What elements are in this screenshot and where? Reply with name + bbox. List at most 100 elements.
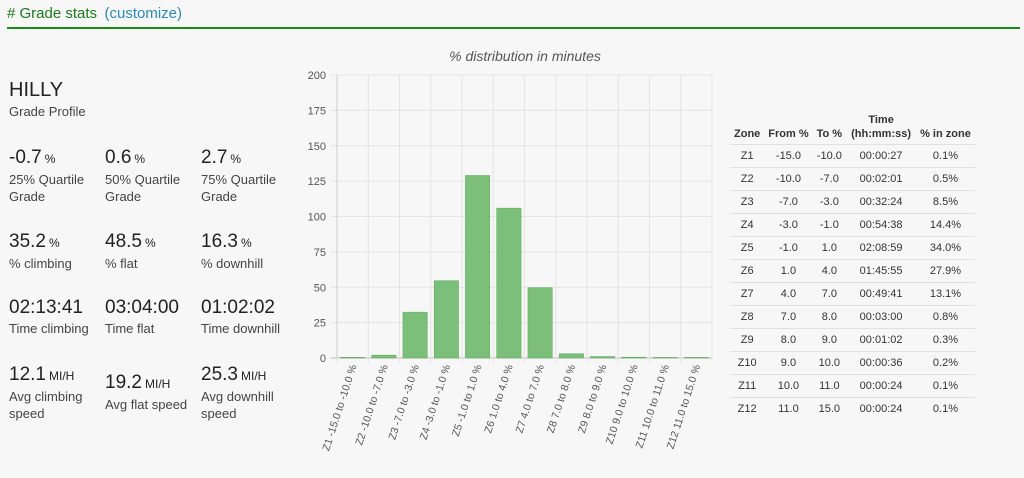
stat-label: Time downhill (201, 321, 280, 336)
stat-pct-climbing: 35.2% % climbing (9, 231, 101, 272)
stat-unit: MI/H (144, 377, 171, 391)
stat-label: 75% Quartile Grade (201, 172, 277, 204)
table-cell: 00:03:00 (846, 305, 917, 329)
x-tick-label: Z11 10.0 to 11.0 % (634, 363, 672, 450)
x-tick-label: Z3 -7.0 to -3.0 % (386, 363, 422, 441)
table-cell: -10.0 (812, 144, 847, 168)
customize-link[interactable]: (customize) (104, 5, 183, 22)
table-cell: 4.0 (812, 259, 847, 283)
stat-value: 16.3 (201, 231, 238, 252)
table-cell: 0.3% (916, 328, 975, 352)
section-header: # Grade stats (customize) (7, 5, 1020, 29)
chart-bar (590, 356, 616, 359)
table-cell: Z9 (730, 328, 765, 352)
stat-value: 19.2 (105, 372, 142, 393)
table-cell: 4.0 (764, 282, 813, 306)
table-cell: 00:32:24 (846, 190, 917, 214)
zone-table-header-cell: To % (812, 110, 847, 145)
chart-title: % distribution in minutes (449, 48, 601, 64)
table-row: Z11 10.0 11.0 00:00:24 0.1% (730, 374, 975, 398)
stat-value: 48.5 (105, 231, 142, 252)
stat-q25: -0.7% 25% Quartile Grade (9, 147, 101, 205)
table-row: Z2 -10.0 -7.0 00:02:01 0.5% (730, 167, 975, 191)
table-cell: Z12 (730, 397, 765, 420)
table-cell: 14.4% (916, 213, 975, 237)
zone-table-header-cell: Time (hh:mm:ss) (846, 110, 917, 145)
stat-unit: % (144, 236, 156, 250)
table-cell: 0.1% (916, 374, 975, 398)
stat-speed-downhill: 25.3 MI/H Avg downhill speed (201, 364, 293, 422)
table-cell: 00:00:27 (846, 144, 917, 168)
stat-unit: % (48, 236, 60, 250)
stat-unit: % (134, 152, 146, 166)
table-cell: 27.9% (916, 259, 975, 283)
x-tick-label: Z10 9.0 to 10.0 % (604, 363, 641, 446)
table-cell: 01:45:55 (846, 259, 917, 283)
table-cell: 8.5% (916, 190, 975, 214)
table-cell: Z10 (730, 351, 765, 375)
table-row: Z10 9.0 10.0 00:00:36 0.2% (730, 351, 975, 375)
table-cell: 15.0 (812, 397, 847, 420)
table-cell: 8.0 (812, 305, 847, 329)
table-row: Z5 -1.0 1.0 02:08:59 34.0% (730, 236, 975, 260)
x-tick-label: Z8 7.0 to 8.0 % (545, 363, 578, 434)
x-tick-label: Z12 11.0 to 15.0 % (665, 363, 704, 450)
table-cell: -7.0 (812, 167, 847, 191)
zone-table-header-cell: From % (764, 110, 813, 145)
table-cell: 0.1% (916, 144, 975, 168)
table-cell: 0.5% (916, 167, 975, 191)
stat-speed-climbing: 12.1 MI/H Avg climbing speed (9, 364, 101, 422)
table-cell: Z2 (730, 167, 765, 191)
table-cell: 0.2% (916, 351, 975, 375)
stat-label: 25% Quartile Grade (9, 172, 85, 204)
stat-value: 02:13:41 (9, 297, 83, 318)
table-cell: 00:00:24 (846, 374, 917, 398)
table-cell: Z8 (730, 305, 765, 329)
x-tick-label: Z2 -10.0 to -7.0 % (353, 363, 390, 447)
chart-bar (683, 357, 709, 359)
stat-label: Time climbing (9, 321, 89, 336)
x-tick-label: Z1 -15.0 to -10.0 % (320, 363, 359, 452)
stat-label: 50% Quartile Grade (105, 172, 181, 204)
table-cell: Z7 (730, 282, 765, 306)
stat-q50: 0.6% 50% Quartile Grade (105, 147, 197, 205)
table-cell: Z1 (730, 144, 765, 168)
stat-pct-flat: 48.5% % flat (105, 231, 197, 272)
table-cell: 9.0 (764, 351, 813, 375)
table-cell: -1.0 (812, 213, 847, 237)
chart-bar (621, 356, 647, 359)
stat-unit: % (44, 152, 56, 166)
table-cell: Z11 (730, 374, 765, 398)
table-cell: 10.0 (812, 351, 847, 375)
y-tick-label: 50 (314, 282, 326, 294)
table-cell: 11.0 (764, 397, 813, 420)
stat-value: 2.7 (201, 147, 228, 168)
stat-label: % flat (105, 256, 138, 271)
chart-bar (527, 287, 553, 359)
table-cell: 00:02:01 (846, 167, 917, 191)
table-cell: 13.1% (916, 282, 975, 306)
table-cell: 7.0 (764, 305, 813, 329)
stat-unit: % (240, 236, 252, 250)
y-tick-label: 175 (308, 105, 326, 117)
stat-unit: % (230, 152, 242, 166)
table-cell: Z6 (730, 259, 765, 283)
table-row: Z8 7.0 8.0 00:03:00 0.8% (730, 305, 975, 329)
x-tick-label: Z9 8.0 to 9.0 % (576, 363, 609, 434)
table-cell: 7.0 (812, 282, 847, 306)
table-cell: 0.1% (916, 397, 975, 420)
table-cell: 0.8% (916, 305, 975, 329)
x-tick-label: Z7 4.0 to 7.0 % (514, 363, 547, 434)
table-cell: 11.0 (812, 374, 847, 398)
stat-time-flat: 03:04:00 Time flat (105, 297, 197, 337)
zone-table-header-cell: Zone (730, 110, 765, 145)
chart-bar (340, 357, 366, 359)
grade-profile-label: Grade Profile (9, 104, 86, 119)
table-cell: Z3 (730, 190, 765, 214)
section-title: # Grade stats (7, 5, 98, 22)
y-tick-label: 75 (314, 247, 326, 259)
x-tick-label: Z5 -1.0 to 1.0 % (450, 363, 485, 438)
y-tick-label: 100 (308, 212, 326, 224)
stat-pct-downhill: 16.3% % downhill (201, 231, 293, 272)
table-row: Z12 11.0 15.0 00:00:24 0.1% (730, 397, 975, 420)
